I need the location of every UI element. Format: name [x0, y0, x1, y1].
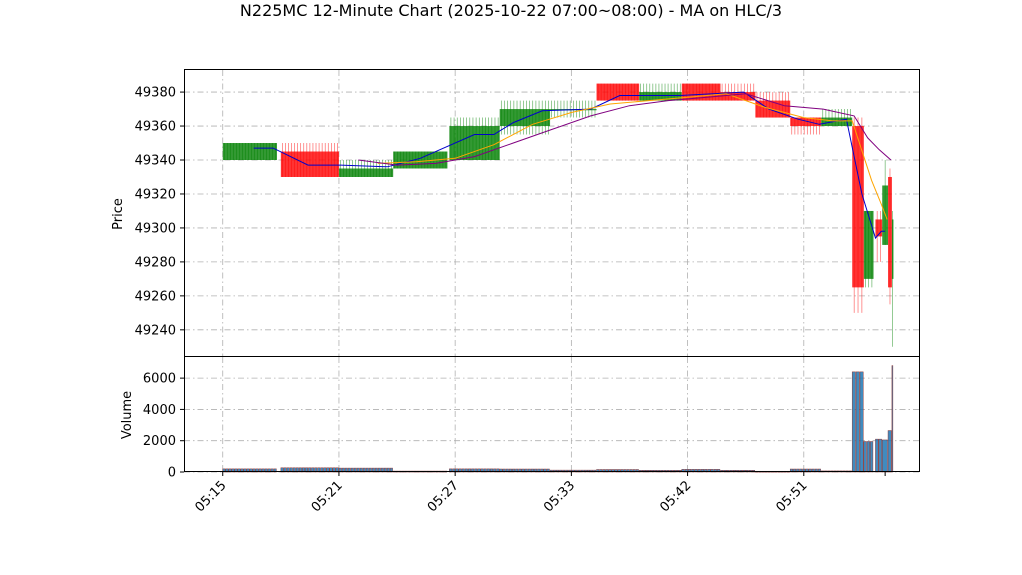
price-y-tick-label: 49360: [135, 120, 176, 135]
candle-down: [852, 126, 864, 288]
price-y-tick-label: 49240: [135, 323, 176, 338]
price-candles: [222, 83, 894, 347]
price-y-tick-label: 49320: [135, 187, 176, 202]
price-axis-label: Price: [111, 198, 126, 230]
volume-y-tick-label: 0: [168, 466, 176, 481]
chart-title: N225MC 12-Minute Chart (2025-10-22 07:00…: [240, 1, 782, 20]
volume-bar: [851, 371, 856, 473]
volume-y-tick-label: 4000: [143, 403, 176, 418]
volume-axes-frame: [184, 356, 920, 472]
volume-axis-label: Volume: [120, 391, 135, 439]
candle-down: [888, 176, 892, 288]
candle-up: [449, 126, 500, 161]
volume-bar: [881, 439, 888, 473]
price-y-tick-label: 49300: [135, 221, 176, 236]
ma-fast-line: [253, 91, 886, 240]
volume-y-tick-label: 2000: [143, 434, 176, 449]
volume-bar: [891, 365, 894, 473]
volume-y-tick-label: 6000: [143, 372, 176, 387]
ma-mid-line: [377, 93, 888, 220]
candle-down: [681, 83, 721, 101]
volume-bar: [878, 438, 882, 473]
volume-bar: [887, 430, 892, 473]
candle-up: [891, 219, 894, 279]
volume-bar: [875, 438, 879, 473]
price-panel: 49240 49260 49280 49300 49320 49340 49360 49380…: [111, 69, 920, 357]
candle-up: [222, 143, 277, 161]
moving-average-lines: [253, 91, 892, 240]
volume-bar: [866, 441, 870, 473]
candle-up: [338, 168, 394, 177]
price-y-tick-label: 49260: [135, 289, 176, 304]
volume-bar: [859, 371, 864, 473]
candle-down: [790, 117, 822, 127]
candle-down: [280, 151, 339, 177]
volume-bar: [855, 371, 860, 473]
candle-up: [639, 92, 682, 101]
price-y-tick-label: 49280: [135, 255, 176, 270]
price-y-ticks: 49240 49260 49280 49300 49320 49340 49360 49380: [135, 86, 184, 338]
volume-panel: 0 2000 4000 6000 Volume: [120, 356, 920, 481]
volume-bar: [863, 441, 867, 473]
candle-down: [596, 83, 640, 101]
price-y-tick-label: 49380: [135, 86, 176, 101]
candle-up: [863, 210, 874, 279]
candle-up: [821, 117, 853, 127]
candle-down: [720, 92, 756, 101]
ma-slow-line: [358, 93, 892, 166]
volume-bar: [870, 441, 874, 473]
price-y-tick-label: 49340: [135, 154, 176, 169]
candle-down: [875, 219, 883, 237]
volume-y-ticks: 0 2000 4000 6000: [143, 372, 184, 481]
